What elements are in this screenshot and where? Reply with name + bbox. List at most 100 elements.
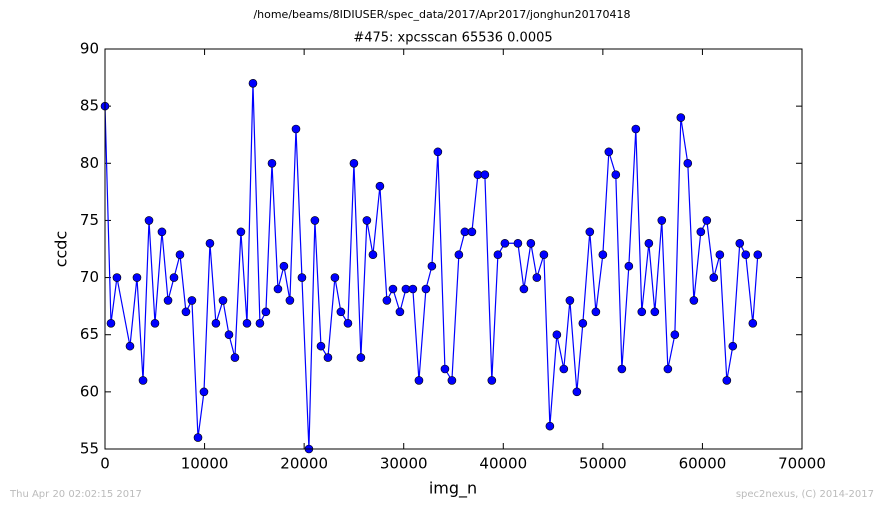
data-point [539,250,549,260]
data-point [617,364,627,374]
data-point [144,216,154,225]
data-point [261,307,271,317]
data-point [414,376,424,385]
data-point [343,318,353,328]
data-point [624,261,634,271]
data-point [440,364,450,374]
y-axis-label: ccdc [52,231,71,268]
data-point [388,284,398,294]
data-point [500,238,510,248]
data-point [611,170,621,180]
data-point [735,238,745,248]
data-point [224,330,234,340]
data-point [467,227,477,237]
data-point [285,296,295,305]
data-point [454,250,464,260]
data-point [297,273,307,282]
data-point [138,376,148,385]
data-point [408,284,418,294]
data-point [604,147,614,157]
data-point [552,330,562,340]
data-point [211,318,221,328]
data-point [689,296,699,305]
data-point [368,250,378,260]
data-point [526,238,536,248]
data-point [741,250,751,260]
data-point [421,284,431,294]
data-point [267,158,277,168]
data-point [657,216,667,225]
data-point [532,273,542,282]
data-point [205,238,215,248]
data-point [181,307,191,317]
data-point [676,113,686,122]
plot-frame [104,48,803,450]
data-point [236,227,246,237]
data-point [112,273,122,282]
data-point [362,216,372,225]
footer-timestamp: Thu Apr 20 02:02:15 2017 [9,489,142,500]
x-tick-label: 0 [100,455,110,473]
data-point [748,318,758,328]
data-point [578,318,588,328]
y-tick-label: 60 [80,382,99,400]
y-tick-label: 85 [80,97,99,115]
data-point [513,238,523,248]
x-tick-label: 70000 [778,455,826,473]
data-point [670,330,680,340]
data-point [193,433,203,442]
data-point [230,353,240,362]
y-tick-label: 90 [80,40,99,58]
data-point [728,341,738,351]
data-point [169,273,179,282]
data-point [242,318,252,328]
y-tick-label: 75 [80,211,99,229]
data-point [356,353,366,362]
data-point [199,387,209,397]
x-tick-label: 10000 [181,455,229,473]
data-point [150,318,160,328]
data-point [273,284,283,294]
data-point [585,227,595,237]
data-point [125,341,135,351]
data-point [644,238,654,248]
y-tick-label: 80 [80,154,99,172]
data-point [519,284,529,294]
data-point [598,250,608,260]
data-point [565,296,575,305]
footer-credit: spec2nexus, (C) 2014-2017 [736,489,874,500]
data-point [255,318,265,328]
data-point [545,421,555,431]
x-axis-label: img_n [429,479,477,499]
data-point [709,273,719,282]
data-point [637,307,647,317]
data-point [279,261,289,271]
data-point [715,250,725,260]
data-point [433,147,443,157]
data-point [650,307,660,317]
data-point [310,216,320,225]
data-point [163,296,173,305]
data-point [753,250,763,260]
data-point [349,158,359,168]
data-point [330,273,340,282]
data-point [336,307,346,317]
data-point [157,227,167,237]
x-tick-label: 50000 [579,455,627,473]
data-point [572,387,582,397]
data-point [382,296,392,305]
data-point [722,376,732,385]
data-point [493,250,503,260]
data-point [487,376,497,385]
data-point [702,216,712,225]
chart-title: #475: xpcsscan 65536 0.0005 [353,31,552,46]
x-tick-label: 30000 [380,455,428,473]
data-point [480,170,490,180]
data-point [187,296,197,305]
data-point [375,181,385,191]
data-point [106,318,116,328]
data-point [132,273,142,282]
y-tick-label: 70 [80,268,99,286]
data-point [218,296,228,305]
